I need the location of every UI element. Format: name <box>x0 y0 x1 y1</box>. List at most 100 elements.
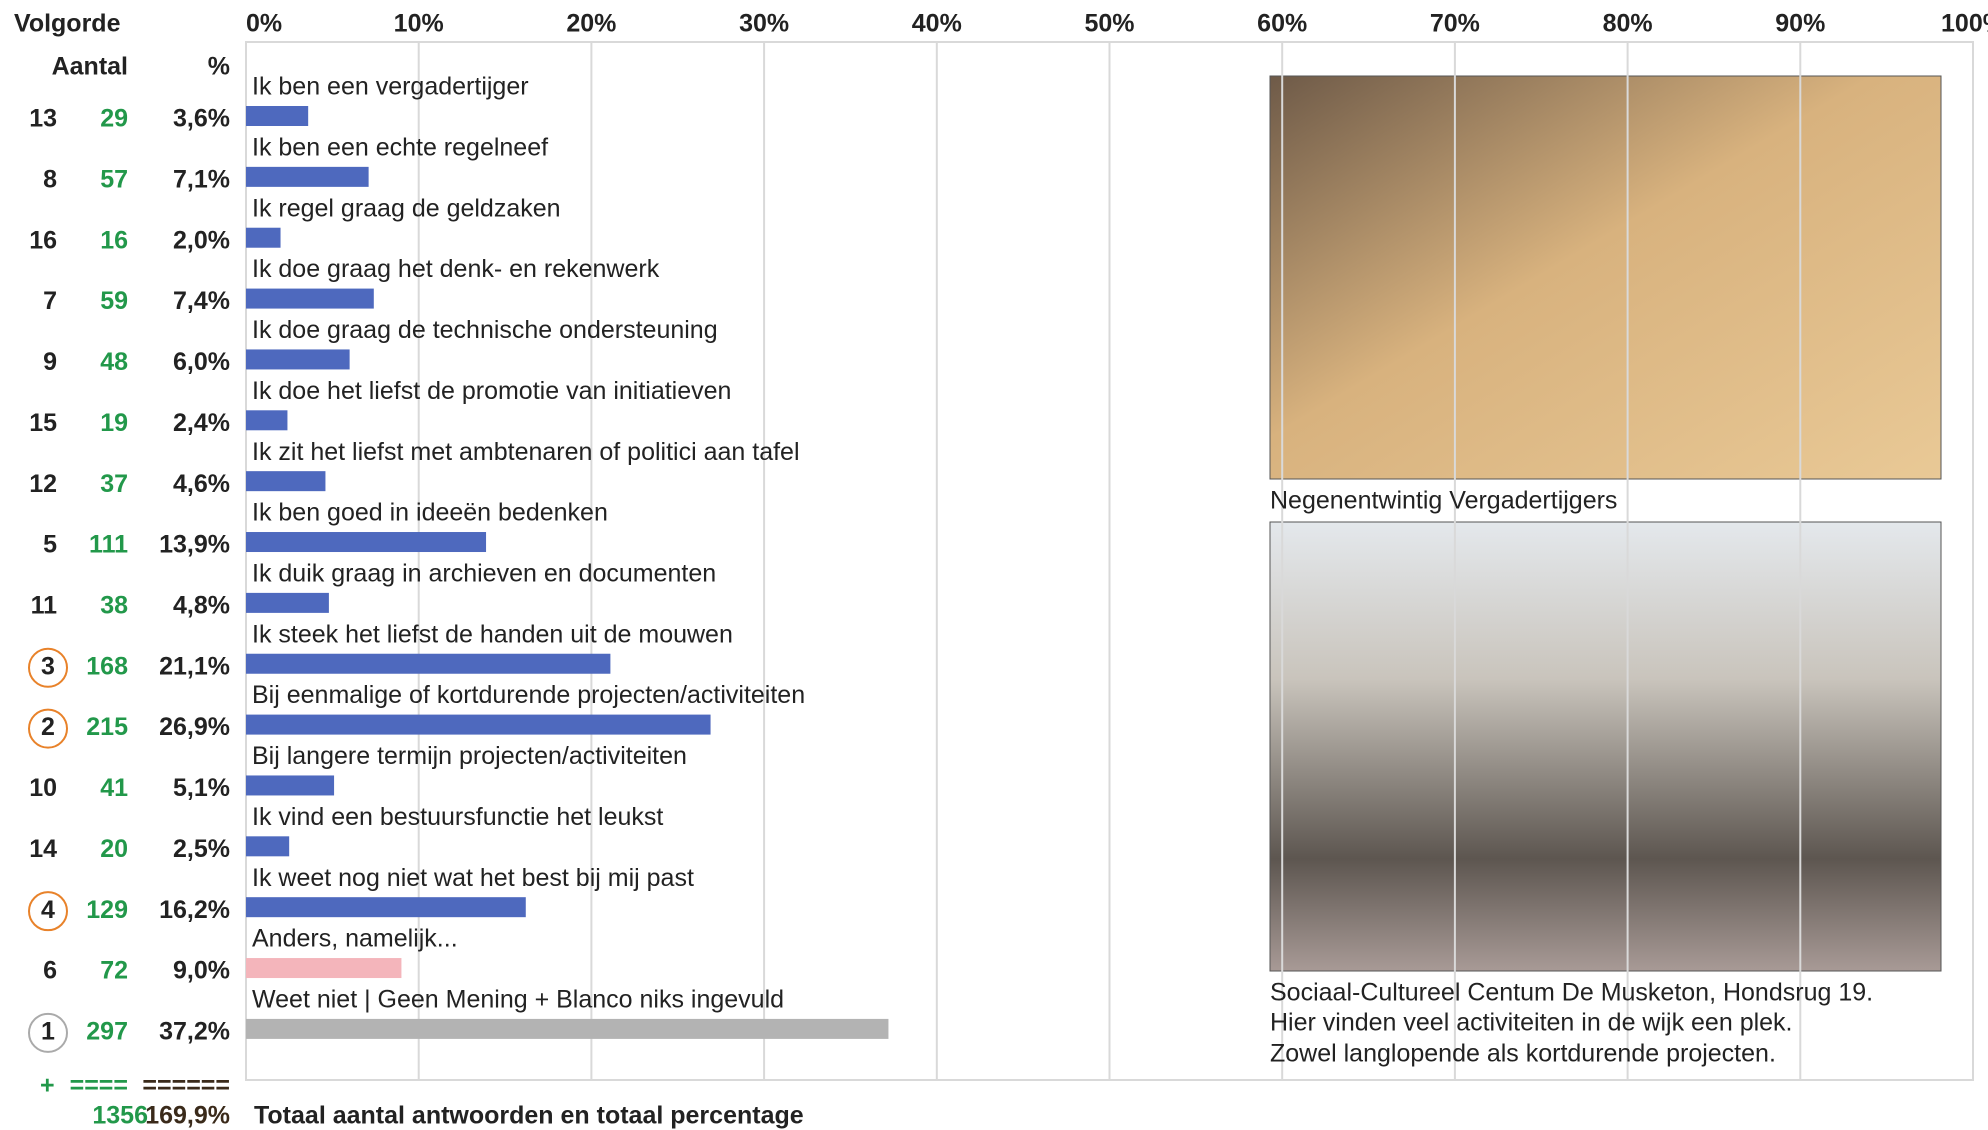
value-label: 4,6% <box>173 470 230 498</box>
header-percent: % <box>208 53 230 81</box>
total-count: 1356 <box>92 1102 148 1130</box>
bar <box>246 958 402 979</box>
value-label: 16,2% <box>159 896 230 924</box>
x-tick-label: 100% <box>1941 10 1988 38</box>
count: 59 <box>100 287 128 315</box>
photo-caption: Negenentwintig Vergadertijgers <box>1270 487 1617 515</box>
value-label: 3,6% <box>173 105 230 133</box>
bar <box>246 349 350 370</box>
category-label: Ik duik graag in archieven en documenten <box>252 559 716 587</box>
bar <box>246 714 711 735</box>
count: 215 <box>86 713 128 741</box>
category-label: Ik ben goed in ideeën bedenken <box>252 499 608 527</box>
count: 41 <box>100 774 128 802</box>
value-label: 13,9% <box>159 531 230 559</box>
bar <box>246 288 374 309</box>
x-tick-label: 20% <box>566 10 616 38</box>
x-tick-label: 80% <box>1603 10 1653 38</box>
value-label: 4,8% <box>173 591 230 619</box>
category-label: Ik regel graag de geldzaken <box>252 194 561 222</box>
value-label: 21,1% <box>159 652 230 680</box>
photo-caption: Sociaal-Cultureel Centum De Musketon, Ho… <box>1270 979 1873 1007</box>
rank: 13 <box>29 105 57 133</box>
x-tick-label: 30% <box>739 10 789 38</box>
rank: 8 <box>43 165 57 193</box>
count: 297 <box>86 1018 128 1046</box>
value-label: 2,0% <box>173 226 230 254</box>
count: 57 <box>100 165 128 193</box>
category-label: Ik steek het liefst de handen uit de mou… <box>252 620 733 648</box>
value-label: 2,4% <box>173 409 230 437</box>
value-label: 26,9% <box>159 713 230 741</box>
bar <box>246 227 281 248</box>
bar <box>246 897 526 918</box>
count: 111 <box>89 531 128 559</box>
bar <box>246 471 326 492</box>
header-rank: Volgorde <box>14 10 121 38</box>
bar <box>246 532 487 553</box>
category-label: Ik vind een bestuursfunctie het leukst <box>252 803 663 831</box>
count: 72 <box>100 957 128 985</box>
x-tick-label: 10% <box>394 10 444 38</box>
value-label: 9,0% <box>173 957 230 985</box>
bar <box>246 592 329 613</box>
x-tick-label: 90% <box>1775 10 1825 38</box>
bar <box>246 775 335 796</box>
count: 20 <box>100 835 128 863</box>
plot-border <box>245 41 1974 1081</box>
bar <box>246 410 288 431</box>
category-label: Ik ben een echte regelneef <box>252 133 548 161</box>
photo-caption: Hier vinden veel activiteiten in de wijk… <box>1270 1009 1793 1037</box>
rank: 16 <box>29 226 57 254</box>
x-tick-label: 70% <box>1430 10 1480 38</box>
rank: 10 <box>29 774 57 802</box>
rank: 6 <box>43 957 57 985</box>
separator: + <box>40 1072 55 1100</box>
count: 168 <box>86 652 128 680</box>
value-label: 7,1% <box>173 165 230 193</box>
category-label: Ik doe graag het denk- en rekenwerk <box>252 255 660 283</box>
category-label: Ik doe het liefst de promotie van initia… <box>252 377 731 405</box>
rank: 3 <box>41 652 55 680</box>
value-label: 5,1% <box>173 774 230 802</box>
separator: ==== <box>70 1072 128 1100</box>
count: 129 <box>86 896 128 924</box>
category-label: Ik zit het liefst met ambtenaren of poli… <box>252 438 800 466</box>
x-tick-label: 40% <box>912 10 962 38</box>
rank-circle <box>28 708 68 749</box>
value-label: 2,5% <box>173 835 230 863</box>
x-tick-label: 0% <box>246 10 282 38</box>
count: 29 <box>100 105 128 133</box>
photo <box>1269 75 1942 480</box>
bar <box>246 166 369 187</box>
count: 38 <box>100 591 128 619</box>
category-label: Weet niet | Geen Mening + Blanco niks in… <box>252 986 784 1014</box>
bar <box>246 836 290 857</box>
value-label: 6,0% <box>173 348 230 376</box>
rank: 2 <box>41 713 55 741</box>
x-tick-label: 50% <box>1084 10 1134 38</box>
rank: 1 <box>41 1018 55 1046</box>
photo <box>1269 521 1942 972</box>
count: 19 <box>100 409 128 437</box>
category-label: Bij eenmalige of kortdurende projecten/a… <box>252 681 805 709</box>
category-label: Anders, namelijk... <box>252 925 458 953</box>
total-label: Totaal aantal antwoorden en totaal perce… <box>254 1102 804 1130</box>
category-label: Bij langere termijn projecten/activiteit… <box>252 742 687 770</box>
category-label: Ik ben een vergadertijger <box>252 73 529 101</box>
header-count: Aantal <box>52 53 128 81</box>
rank-circle <box>28 891 68 932</box>
rank: 5 <box>43 531 57 559</box>
rank: 14 <box>29 835 57 863</box>
count: 37 <box>100 470 128 498</box>
rank: 15 <box>29 409 57 437</box>
photo-caption: Zowel langlopende als kortdurende projec… <box>1270 1040 1776 1068</box>
category-label: Ik doe graag de technische ondersteuning <box>252 316 718 344</box>
x-tick-label: 60% <box>1257 10 1307 38</box>
rank: 7 <box>43 287 57 315</box>
rank: 12 <box>29 470 57 498</box>
rank: 4 <box>41 896 55 924</box>
value-label: 37,2% <box>159 1018 230 1046</box>
category-label: Ik weet nog niet wat het best bij mij pa… <box>252 864 694 892</box>
